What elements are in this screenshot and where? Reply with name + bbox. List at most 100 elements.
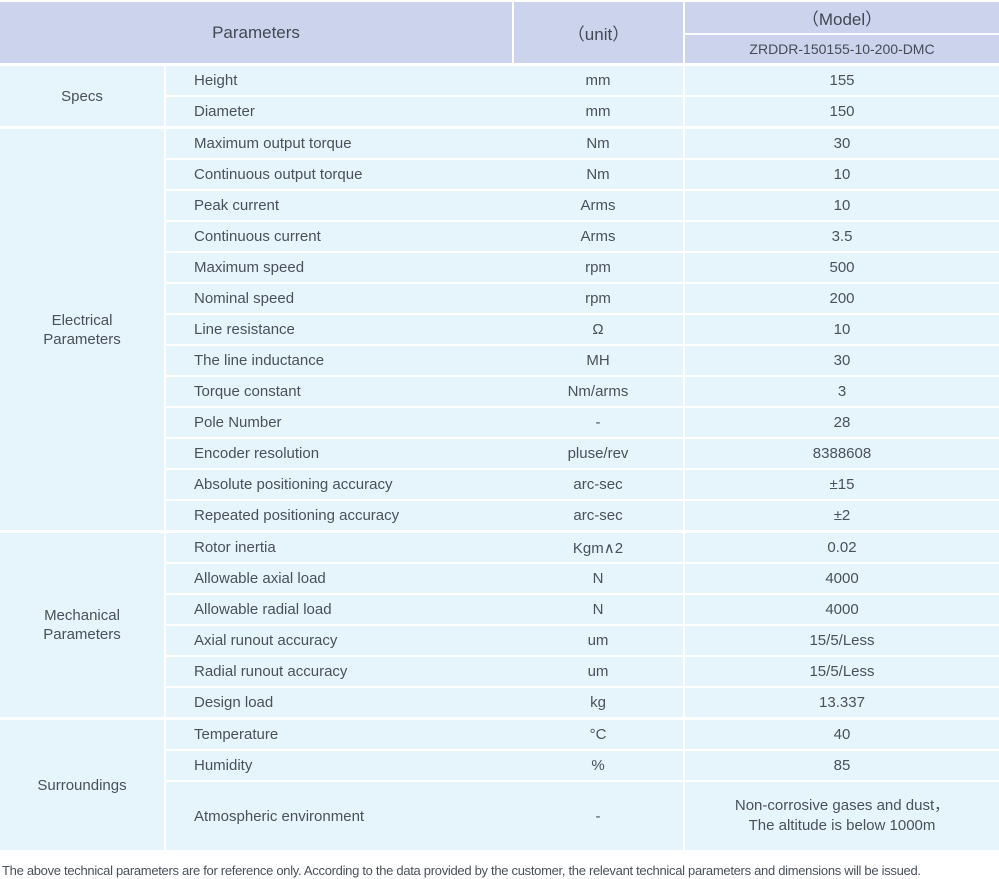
param-value: 200 <box>684 283 999 315</box>
param-unit: % <box>513 750 685 782</box>
param-value: 10 <box>684 190 999 222</box>
param-label: Rotor inertia <box>165 530 513 564</box>
param-unit: um <box>513 625 685 657</box>
section-label-mechanical-parameters: Mechanical Parameters <box>0 530 166 720</box>
param-label: Temperature <box>165 717 513 751</box>
param-unit: mm <box>513 63 685 97</box>
param-unit: - <box>513 781 685 852</box>
param-value: 28 <box>684 407 999 439</box>
param-label: Maximum output torque <box>165 126 513 160</box>
param-value: 10 <box>684 159 999 191</box>
table-row: Nominal speed rpm 200 <box>0 283 999 315</box>
param-value: 150 <box>684 96 999 129</box>
param-label: Nominal speed <box>165 283 513 315</box>
param-unit: Arms <box>513 221 685 253</box>
param-value: ±15 <box>684 469 999 501</box>
header-row-model-number: ZRDDR-150155-10-200-DMC <box>0 34 999 66</box>
table-row: Line resistance Ω 10 <box>0 314 999 346</box>
param-label: Line resistance <box>165 314 513 346</box>
table-row: Surroundings Temperature °C 40 <box>0 717 999 852</box>
param-unit: arc-sec <box>513 500 685 533</box>
header-model: （Model） <box>684 2 999 35</box>
table-row: Design load kg 13.337 <box>0 687 999 720</box>
param-value: 3.5 <box>684 221 999 253</box>
param-value: 13.337 <box>684 687 999 720</box>
param-label: Design load <box>165 687 513 720</box>
param-value: 4000 <box>684 594 999 626</box>
table-row: Mechanical Parameters Rotor inertia Kgm∧… <box>0 530 999 720</box>
param-unit: Nm <box>513 159 685 191</box>
param-label: Maximum speed <box>165 252 513 284</box>
param-value: 85 <box>684 750 999 782</box>
table-row: Peak current Arms 10 <box>0 190 999 222</box>
param-value: 10 <box>684 314 999 346</box>
header-parameters: Parameters <box>0 2 514 66</box>
table-row: Electrical Parameters Maximum output tor… <box>0 126 999 533</box>
param-label: Absolute positioning accuracy <box>165 469 513 501</box>
param-value: 4000 <box>684 563 999 595</box>
param-value: 155 <box>684 63 999 97</box>
param-unit: °C <box>513 717 685 751</box>
section-label-text: Electrical Parameters <box>43 311 121 348</box>
table-header: Parameters （unit） （Model） ZRDDR-150155-1… <box>0 2 999 66</box>
table-row: Maximum speed rpm 500 <box>0 252 999 284</box>
param-label: Continuous output torque <box>165 159 513 191</box>
table-row: Encoder resolution pluse/rev 8388608 <box>0 438 999 470</box>
section-label-electrical-parameters: Electrical Parameters <box>0 126 166 533</box>
param-value: 8388608 <box>684 438 999 470</box>
table-row: Torque constant Nm/arms 3 <box>0 376 999 408</box>
param-value: 30 <box>684 126 999 160</box>
param-unit: Kgm∧2 <box>513 530 685 564</box>
param-value: 30 <box>684 345 999 377</box>
table-row: Axial runout accuracy um 15/5/Less <box>0 625 999 657</box>
table-row: Absolute positioning accuracy arc-sec ±1… <box>0 469 999 501</box>
param-unit: pluse/rev <box>513 438 685 470</box>
table-row: Continuous output torque Nm 10 <box>0 159 999 191</box>
param-label: Allowable axial load <box>165 563 513 595</box>
param-label: Radial runout accuracy <box>165 656 513 688</box>
param-label: Humidity <box>165 750 513 782</box>
header-row-top: Parameters （unit） （Model） <box>0 2 999 66</box>
table-row: Pole Number - 28 <box>0 407 999 439</box>
param-unit: Nm/arms <box>513 376 685 408</box>
param-value: Non-corrosive gases and dust， The altitu… <box>684 781 999 852</box>
param-label: Torque constant <box>165 376 513 408</box>
param-value: 15/5/Less <box>684 656 999 688</box>
table-row: Radial runout accuracy um 15/5/Less <box>0 656 999 688</box>
table-row: Atmospheric environment - Non-corrosive … <box>0 781 999 852</box>
table-body: Specs Height mm 155 Diameter mm 150 Elec… <box>0 63 999 852</box>
table-row: Allowable radial load N 4000 <box>0 594 999 626</box>
param-unit: N <box>513 563 685 595</box>
param-label: Atmospheric environment <box>165 781 513 852</box>
param-unit: Arms <box>513 190 685 222</box>
param-unit: MH <box>513 345 685 377</box>
section-label-surroundings: Surroundings <box>0 717 166 852</box>
param-label: Peak current <box>165 190 513 222</box>
param-unit: N <box>513 594 685 626</box>
param-label: Axial runout accuracy <box>165 625 513 657</box>
param-label: The line inductance <box>165 345 513 377</box>
footer-note: The above technical parameters are for r… <box>2 863 921 878</box>
table-row: Repeated positioning accuracy arc-sec ±2 <box>0 500 999 533</box>
header-unit: （unit） <box>513 2 685 66</box>
table-row: Humidity % 85 <box>0 750 999 782</box>
param-label: Continuous current <box>165 221 513 253</box>
param-label: Repeated positioning accuracy <box>165 500 513 533</box>
section-label-text: Mechanical Parameters <box>43 607 121 643</box>
table-row: Allowable axial load N 4000 <box>0 563 999 595</box>
param-unit: Ω <box>513 314 685 346</box>
param-label: Pole Number <box>165 407 513 439</box>
param-value: 500 <box>684 252 999 284</box>
section-label-text: Specs <box>61 87 103 105</box>
param-unit: um <box>513 656 685 688</box>
param-value: 40 <box>684 717 999 751</box>
param-unit: - <box>513 407 685 439</box>
param-label: Allowable radial load <box>165 594 513 626</box>
param-unit: Nm <box>513 126 685 160</box>
param-label: Height <box>165 63 513 97</box>
param-unit: kg <box>513 687 685 720</box>
param-value: ±2 <box>684 500 999 533</box>
param-value: 0.02 <box>684 530 999 564</box>
model-number: ZRDDR-150155-10-200-DMC <box>684 34 999 66</box>
